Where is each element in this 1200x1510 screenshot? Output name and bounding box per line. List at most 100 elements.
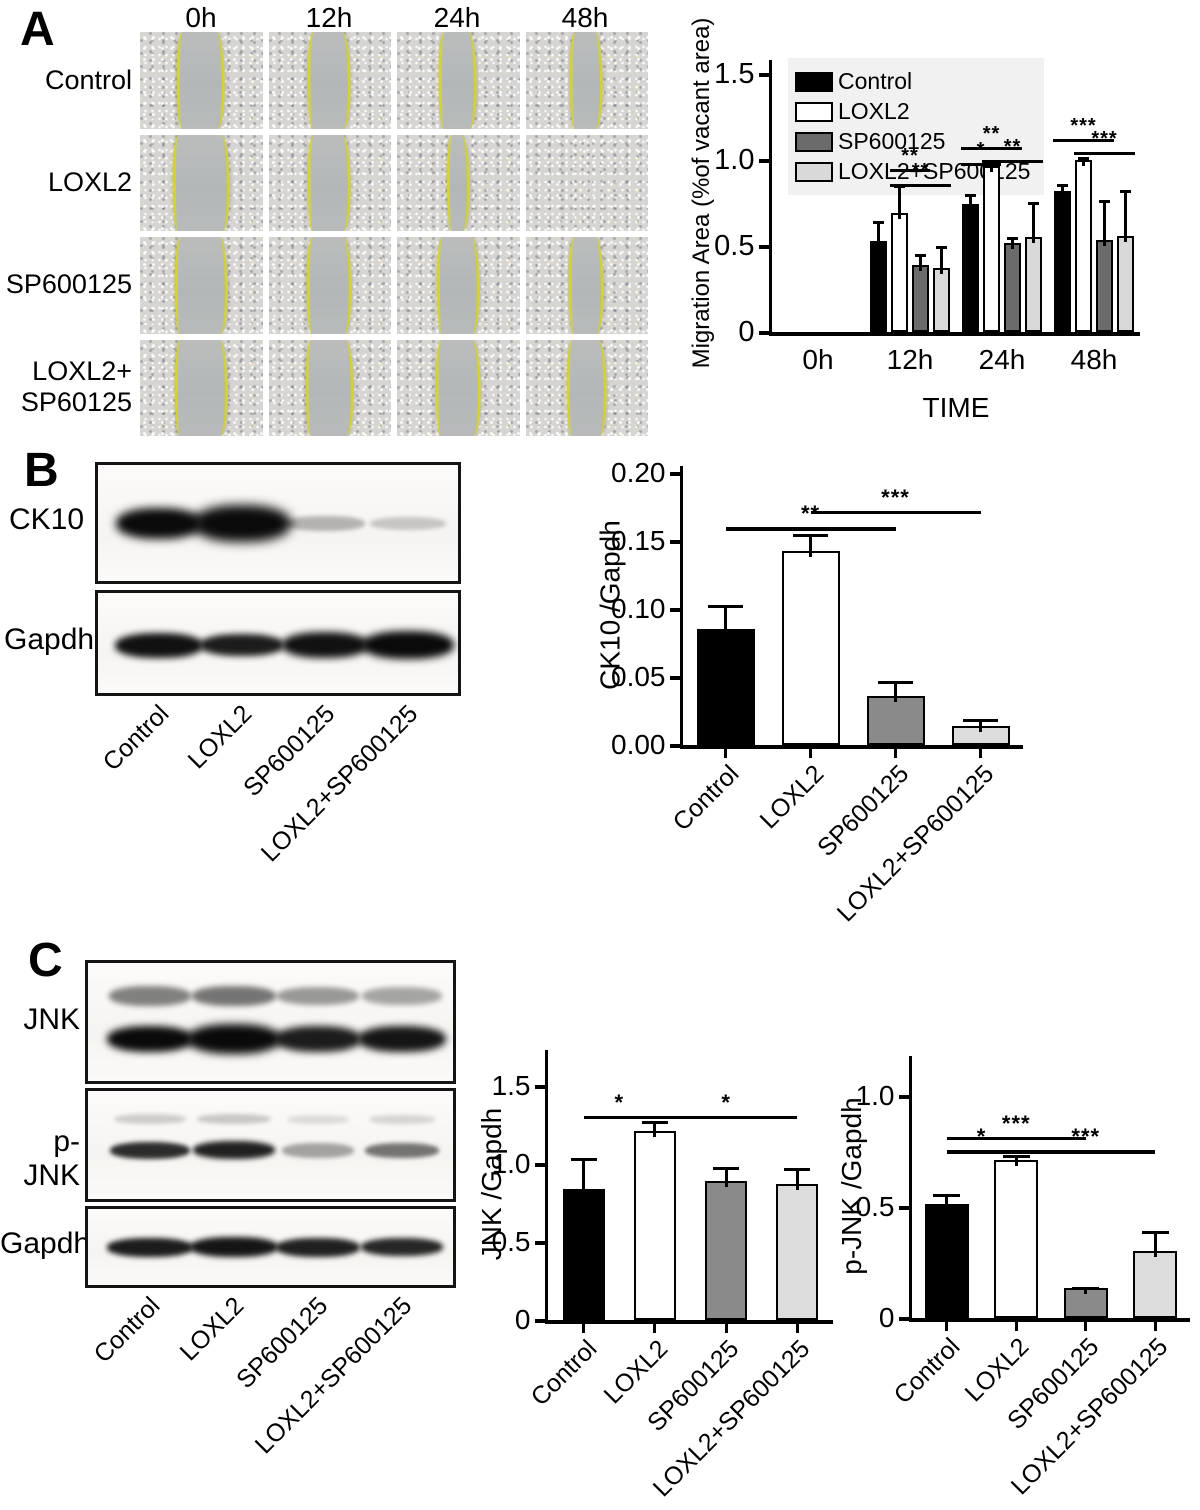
y-tick-label: 0.5 bbox=[491, 1226, 531, 1257]
protein-band bbox=[200, 634, 284, 656]
legend-label: Control bbox=[838, 68, 913, 94]
x-axis-label: TIME bbox=[922, 392, 990, 423]
category-label-12h: 12h bbox=[886, 344, 934, 375]
y-tick bbox=[758, 73, 769, 77]
y-axis bbox=[908, 1056, 912, 1322]
y-tick bbox=[758, 159, 769, 163]
significance-stars: ** bbox=[1003, 136, 1022, 158]
error-bar-stem bbox=[1124, 190, 1127, 242]
category-label-loxl2: LOXL2 bbox=[754, 759, 829, 835]
blot-label-gapdh-c: Gapdh bbox=[0, 1227, 91, 1260]
protein-band bbox=[109, 986, 192, 1007]
y-tick bbox=[534, 1085, 545, 1089]
error-bar-cap bbox=[1072, 1286, 1100, 1290]
bar bbox=[1096, 239, 1113, 332]
significance-stars: *** bbox=[1001, 1111, 1031, 1137]
lane-label-loxl2: LOXL2 bbox=[174, 1291, 250, 1367]
y-tick bbox=[758, 245, 769, 249]
panel-a: A 0h 12h 24h 48h Control LOXL2 SP600125 … bbox=[0, 0, 1200, 445]
bar bbox=[1054, 190, 1071, 332]
y-tick-label: 1.5 bbox=[714, 58, 755, 90]
significance-stars: ** bbox=[901, 144, 919, 167]
y-tick bbox=[669, 676, 680, 680]
y-tick-label: 0 bbox=[514, 1304, 531, 1335]
error-bar-cap bbox=[873, 221, 884, 225]
y-tick-label: 0.20 bbox=[611, 457, 666, 488]
y-axis bbox=[679, 466, 683, 749]
y-tick bbox=[669, 744, 680, 748]
significance-line bbox=[654, 1115, 798, 1119]
protein-band bbox=[192, 986, 276, 1007]
jnk-western-blot bbox=[85, 960, 456, 1084]
protein-band bbox=[276, 987, 359, 1006]
significance-stars: *** bbox=[1070, 114, 1097, 137]
column-header-48h: 48h bbox=[561, 2, 609, 33]
significance-stars: * bbox=[976, 138, 986, 161]
bar bbox=[983, 166, 1000, 332]
micro-image-r3c0 bbox=[140, 339, 263, 436]
column-header-12h: 12h bbox=[305, 2, 353, 33]
error-bar-cap bbox=[933, 1193, 961, 1197]
error-bar-cap bbox=[915, 253, 926, 257]
legend-swatch bbox=[795, 161, 833, 182]
wound-gap bbox=[177, 32, 226, 129]
category-label-48h: 48h bbox=[1070, 344, 1118, 375]
bar bbox=[1117, 235, 1134, 332]
x-tick bbox=[1014, 1321, 1018, 1331]
error-bar-cap bbox=[1120, 190, 1131, 194]
bar bbox=[870, 240, 887, 332]
micro-image-r1c1 bbox=[268, 134, 391, 231]
error-bar-cap bbox=[1057, 184, 1068, 188]
panel-b: B CK10 Gapdh 0.00 0.05 0.10 0.15 0.20 CK10 /G… bbox=[0, 445, 1200, 935]
significance-line bbox=[961, 147, 1022, 151]
bar bbox=[994, 1160, 1039, 1318]
blot-label-jnk: JNK bbox=[23, 1003, 80, 1036]
column-header-24h: 24h bbox=[433, 2, 481, 33]
significance-stars: ** bbox=[911, 160, 930, 183]
category-label-loxl2+sp600125: LOXL2+SP600125 bbox=[831, 759, 999, 928]
x-axis bbox=[908, 1318, 1190, 1322]
x-tick bbox=[582, 1323, 586, 1333]
error-bar-cap bbox=[1078, 157, 1089, 161]
error-bar-stem bbox=[809, 534, 812, 557]
micro-image-r2c1 bbox=[268, 237, 391, 334]
micro-image-r0c2 bbox=[397, 32, 520, 129]
error-bar-cap bbox=[877, 681, 914, 685]
legend-swatch bbox=[795, 131, 833, 152]
bar bbox=[1004, 243, 1021, 332]
legend-item-sp600125: SP600125 bbox=[795, 128, 1030, 155]
protein-band bbox=[116, 507, 203, 539]
ck10-western-blot bbox=[95, 462, 461, 584]
x-axis bbox=[679, 745, 1023, 749]
bar bbox=[562, 1188, 605, 1320]
significance-stars: * bbox=[937, 1124, 1027, 1150]
significance-line bbox=[583, 1115, 655, 1119]
blot-label-ck10: CK10 bbox=[8, 503, 84, 536]
bar bbox=[1075, 160, 1092, 332]
lane-label-loxl2+sp600125: LOXL2+SP600125 bbox=[255, 699, 424, 868]
gapdh-western-blot bbox=[95, 590, 461, 696]
y-tick-label: 0 bbox=[878, 1302, 895, 1333]
legend: Control LOXL2 SP600125 LOXL2+SP600125 bbox=[788, 58, 1045, 195]
bar bbox=[1133, 1251, 1178, 1318]
bar bbox=[705, 1181, 748, 1320]
error-bar-stem bbox=[877, 221, 880, 247]
error-bar-stem bbox=[919, 253, 922, 271]
y-tick-label: 1.0 bbox=[714, 144, 755, 176]
error-bar-cap bbox=[965, 194, 976, 198]
significance-stars: ** bbox=[982, 123, 1001, 146]
significance-line bbox=[1053, 138, 1114, 142]
wound-gap bbox=[439, 32, 478, 129]
protein-band bbox=[193, 504, 291, 542]
wound-gap bbox=[308, 32, 352, 129]
significance-stars: *** bbox=[881, 485, 910, 511]
protein-band bbox=[115, 632, 204, 658]
protein-band bbox=[187, 1023, 281, 1054]
y-tick bbox=[758, 331, 769, 335]
y-tick-label: 1.0 bbox=[491, 1148, 531, 1179]
y-tick-label: 0.15 bbox=[611, 525, 666, 556]
category-label-sp600125: SP600125 bbox=[811, 759, 914, 862]
error-bar-cap bbox=[936, 246, 947, 249]
y-tick-label: 0.10 bbox=[611, 593, 666, 624]
bar bbox=[962, 203, 979, 332]
